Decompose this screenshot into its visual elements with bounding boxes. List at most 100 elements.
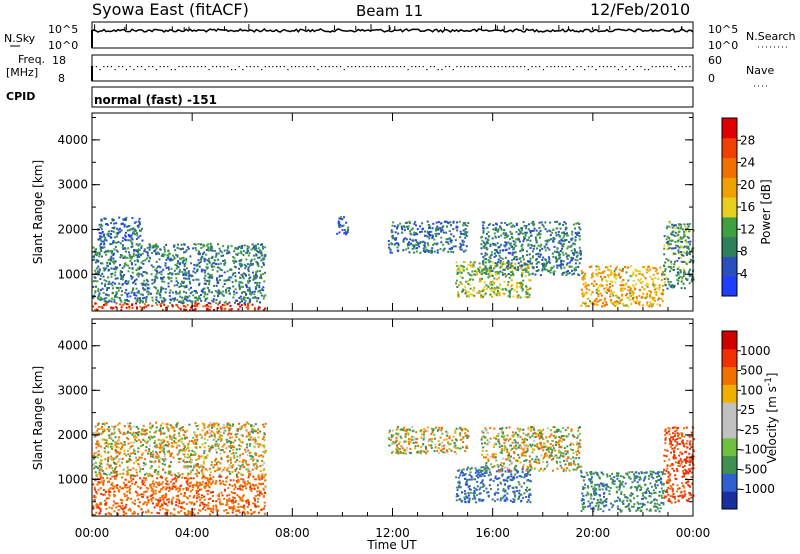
heatmap-cell: [414, 243, 417, 246]
heatmap-cell: [97, 288, 100, 291]
heatmap-cell: [615, 277, 618, 280]
heatmap-cell: [151, 493, 154, 496]
heatmap-cell: [219, 268, 222, 271]
heatmap-cell: [116, 227, 118, 230]
heatmap-cell: [552, 265, 555, 268]
heatmap-cell: [563, 231, 566, 234]
heatmap-cell: [162, 497, 165, 500]
heatmap-cell: [194, 300, 197, 303]
heatmap-cell: [426, 242, 429, 245]
heatmap-cell: [205, 266, 208, 269]
heatmap-cell: [159, 483, 162, 486]
heatmap-cell: [113, 298, 116, 301]
heatmap-cell: [155, 426, 158, 429]
heatmap-cell: [610, 272, 613, 275]
heatmap-cell: [158, 301, 160, 304]
heatmap-cell: [462, 229, 465, 232]
heatmap-cell: [124, 291, 127, 294]
nsky-trace: [91, 24, 694, 48]
heatmap-cell: [144, 433, 147, 436]
heatmap-cell: [115, 306, 117, 309]
heatmap-cell: [115, 293, 117, 296]
heatmap-cell: [238, 511, 241, 514]
heatmap-cell: [669, 281, 672, 283]
heatmap-cell: [499, 251, 502, 254]
heatmap-cell: [492, 224, 495, 227]
freq-dot: [321, 66, 323, 68]
heatmap-cell: [123, 512, 126, 515]
heatmap-cell: [632, 279, 635, 282]
heatmap-cell: [450, 239, 453, 242]
heatmap-cell: [94, 488, 97, 491]
heatmap-cell: [566, 257, 569, 260]
heatmap-cell: [187, 497, 190, 500]
heatmap-cell: [195, 291, 198, 294]
heatmap-cell: [177, 272, 180, 275]
heatmap-cell: [524, 270, 527, 273]
heatmap-cell: [120, 487, 123, 490]
heatmap-cell: [108, 494, 111, 497]
heatmap-cell: [678, 230, 680, 233]
heatmap-cell: [228, 292, 231, 295]
heatmap-cell: [138, 430, 140, 433]
heatmap-cell: [142, 259, 145, 262]
heatmap-cell: [100, 246, 103, 249]
heatmap-cell: [687, 241, 690, 244]
heatmap-cell: [455, 279, 458, 282]
heatmap-cell: [177, 498, 180, 501]
heatmap-cell: [238, 448, 241, 451]
heatmap-cell: [167, 249, 170, 252]
heatmap-cell: [680, 246, 683, 249]
heatmap-cell: [575, 266, 577, 269]
heatmap-cell: [212, 480, 215, 483]
heatmap-cell: [442, 231, 445, 234]
heatmap-cell: [115, 241, 118, 244]
heatmap-cell: [240, 252, 243, 255]
heatmap-cell: [209, 247, 212, 250]
heatmap-cell: [430, 230, 433, 233]
heatmap-cell: [143, 296, 146, 299]
heatmap-cell: [103, 430, 106, 433]
heatmap-cell: [691, 249, 694, 252]
nsky-strip: [91, 21, 694, 49]
heatmap-cell: [117, 231, 119, 234]
heatmap-cell: [115, 232, 118, 235]
heatmap-cell: [534, 236, 537, 239]
heatmap-cell: [481, 290, 484, 293]
heatmap-cell: [423, 249, 426, 252]
heatmap-cell: [536, 270, 539, 272]
heatmap-cell: [183, 444, 186, 447]
heatmap-cell: [575, 222, 578, 225]
heatmap-cell: [559, 263, 562, 266]
heatmap-cell: [669, 285, 672, 288]
heatmap-cell: [544, 228, 547, 231]
heatmap-cell: [92, 296, 95, 299]
freq-dot: [550, 66, 552, 68]
heatmap-cell: [192, 496, 195, 499]
heatmap-cell: [238, 267, 241, 270]
heatmap-cell: [627, 305, 630, 308]
heatmap-cell: [224, 279, 227, 282]
heatmap-cell: [115, 456, 118, 459]
heatmap-cell: [225, 501, 228, 504]
heatmap-cell: [567, 245, 570, 248]
heatmap-cell: [186, 296, 189, 299]
heatmap-cell: [119, 498, 122, 501]
freq-dot: [599, 66, 601, 68]
heatmap-cell: [590, 301, 593, 304]
heatmap-cell: [162, 446, 165, 448]
heatmap-cell: [463, 232, 466, 235]
heatmap-cell: [220, 458, 223, 461]
heatmap-cell: [207, 501, 210, 504]
heatmap-cell: [141, 453, 144, 456]
heatmap-cell: [605, 291, 608, 294]
heatmap-cell: [435, 235, 438, 237]
heatmap-cell: [225, 291, 228, 294]
freq-dot: [655, 66, 657, 68]
heatmap-cell: [207, 498, 210, 501]
heatmap-cell: [676, 245, 679, 248]
heatmap-cell: [688, 274, 691, 277]
heatmap-cell: [105, 507, 108, 510]
heatmap-cell: [604, 304, 607, 306]
heatmap-cell: [546, 239, 549, 242]
